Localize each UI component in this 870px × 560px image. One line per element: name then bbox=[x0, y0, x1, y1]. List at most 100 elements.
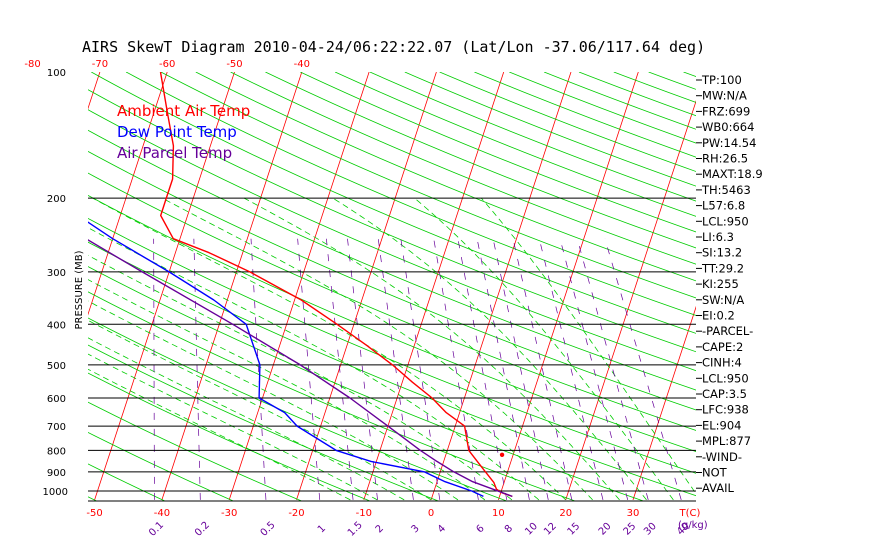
pressure-tick-label: 1000 bbox=[43, 487, 68, 498]
moist-adiabat-line bbox=[88, 254, 513, 501]
dry-adiabat-line bbox=[439, 72, 696, 172]
bottom-axis-tick-label: 20 bbox=[559, 508, 572, 519]
stability-index-label: TT:29.2 bbox=[701, 261, 744, 275]
mixing-ratio-line bbox=[604, 238, 682, 500]
stability-index-label: AVAIL bbox=[702, 481, 735, 495]
stability-index-label: CAPE:2 bbox=[702, 340, 743, 354]
dry-adiabat-line bbox=[88, 172, 696, 431]
dry-adiabat-line bbox=[88, 217, 696, 474]
top-axis-tick-label: -60 bbox=[159, 59, 175, 70]
bottom-axis-tick-label: 30 bbox=[627, 508, 640, 519]
moist-adiabat-line bbox=[88, 337, 405, 501]
mixing-ratio-line bbox=[512, 238, 573, 500]
isotherm-line bbox=[632, 305, 696, 501]
mixing-ratio-line bbox=[576, 238, 649, 500]
bottom-axis-tick-label: -10 bbox=[356, 508, 372, 519]
dry-adiabat-line bbox=[88, 194, 696, 452]
stability-index-label: -PARCEL- bbox=[702, 324, 753, 338]
mixing-ratio-line bbox=[377, 238, 414, 500]
stability-index-label: SW:N/A bbox=[702, 293, 744, 307]
dry-adiabat-line bbox=[160, 72, 696, 299]
moist-adiabat-line bbox=[332, 197, 647, 501]
dry-adiabat-line bbox=[88, 372, 371, 501]
dry-adiabat-line bbox=[88, 89, 696, 353]
stability-index-label: EI:0.2 bbox=[702, 309, 735, 323]
isotherm-line bbox=[161, 72, 303, 501]
pressure-tick-label: 300 bbox=[47, 268, 66, 279]
dry-adiabat-line bbox=[88, 129, 696, 391]
dry-adiabat-line bbox=[404, 72, 696, 187]
mixing-ratio-line bbox=[347, 238, 378, 500]
legend-entry: Dew Point Temp bbox=[117, 123, 237, 141]
stability-index-label: LFC:938 bbox=[702, 403, 749, 417]
pressure-tick-label: 200 bbox=[47, 194, 66, 205]
grid-layer bbox=[88, 72, 696, 501]
stability-index-label: -WIND- bbox=[702, 450, 742, 464]
dry-adiabat-line bbox=[88, 291, 576, 501]
isotherm-line bbox=[296, 72, 437, 501]
pressure-tick-label: 600 bbox=[47, 394, 66, 405]
y-axis-label: PRESSURE (MB) bbox=[74, 250, 85, 329]
stability-index-label: MPL:877 bbox=[702, 434, 751, 448]
series-line-dew-point-temp bbox=[88, 221, 484, 498]
pressure-tick-label: 900 bbox=[47, 468, 66, 479]
stability-index-label: SI:13.2 bbox=[702, 246, 742, 260]
bottom-axis-tick-label: 10 bbox=[492, 508, 505, 519]
isotherm-line bbox=[363, 72, 505, 501]
moist-adiabat-line bbox=[92, 197, 566, 501]
mixing-ratio-line bbox=[559, 238, 629, 500]
pressure-tick-label: 700 bbox=[47, 422, 66, 433]
isotherm-line bbox=[94, 72, 235, 501]
mixing-ratio-line bbox=[193, 238, 201, 500]
mixing-ratio-line bbox=[250, 238, 267, 500]
moist-adiabat-line bbox=[88, 279, 486, 501]
stability-index-label: MW:N/A bbox=[702, 89, 747, 103]
dry-adiabat-line bbox=[195, 72, 696, 282]
stability-index-label: MAXT:18.9 bbox=[702, 167, 763, 181]
stability-index-label: KI:255 bbox=[702, 277, 739, 291]
stability-index-label: FRZ:699 bbox=[702, 104, 750, 118]
bottom-axis-tick-label: -50 bbox=[86, 508, 102, 519]
stability-index-label: PW:14.54 bbox=[702, 136, 756, 150]
stability-index-label: TH:5463 bbox=[701, 183, 751, 197]
dry-adiabat-line bbox=[474, 72, 696, 158]
moist-adiabat-line bbox=[480, 197, 696, 495]
mixing-ratio-line bbox=[538, 238, 604, 500]
bottom-axis-tick-label: -30 bbox=[221, 508, 237, 519]
dry-adiabat-line bbox=[88, 109, 696, 372]
isotherm-line bbox=[430, 72, 572, 501]
stability-index-label: WB0:664 bbox=[702, 120, 754, 134]
moist-adiabat-line bbox=[88, 368, 351, 501]
legend-entry: Ambient Air Temp bbox=[117, 102, 250, 120]
top-axis-tick-label: -70 bbox=[92, 59, 108, 70]
moist-adiabat-line bbox=[414, 197, 674, 501]
stability-index-label: L57:6.8 bbox=[702, 199, 745, 213]
legend: Ambient Air Temp Dew Point Temp Air Parcel… bbox=[117, 102, 250, 162]
mixing-ratio-line bbox=[400, 238, 441, 500]
bottom-axis-tick-label: -20 bbox=[288, 508, 304, 519]
dry-adiabat-line bbox=[300, 72, 696, 233]
stability-index-label: CAP:3.5 bbox=[702, 387, 747, 401]
pressure-tick-label: 400 bbox=[47, 320, 66, 331]
moist-adiabat-line bbox=[88, 227, 540, 501]
dry-adiabat-line bbox=[334, 72, 696, 217]
pressure-tick-label: 100 bbox=[47, 68, 66, 79]
stability-index-label: LI:6.3 bbox=[702, 230, 734, 244]
top-axis-tick-label: -40 bbox=[294, 59, 310, 70]
bottom-axis-tick-label: 0 bbox=[428, 508, 434, 519]
mixing-ratio-line bbox=[433, 238, 479, 500]
moist-adiabat-line bbox=[162, 197, 593, 501]
dry-adiabat-line bbox=[369, 72, 696, 202]
profile-layer bbox=[88, 72, 513, 498]
pressure-tick-label: 800 bbox=[47, 446, 66, 457]
mixing-ratio-unit-label: (g/kg) bbox=[678, 520, 708, 531]
top-axis-tick-label: -80 bbox=[24, 59, 40, 70]
moist-adiabat-line bbox=[243, 197, 620, 501]
mixing-ratio-line bbox=[153, 238, 155, 500]
stability-index-label: CINH:4 bbox=[702, 356, 742, 370]
stability-index-label: RH:26.5 bbox=[702, 152, 748, 166]
chart-title: AIRS SkewT Diagram 2010-04-24/06:22:22.0… bbox=[82, 38, 705, 56]
temperature-unit-label: T(C) bbox=[679, 508, 701, 519]
